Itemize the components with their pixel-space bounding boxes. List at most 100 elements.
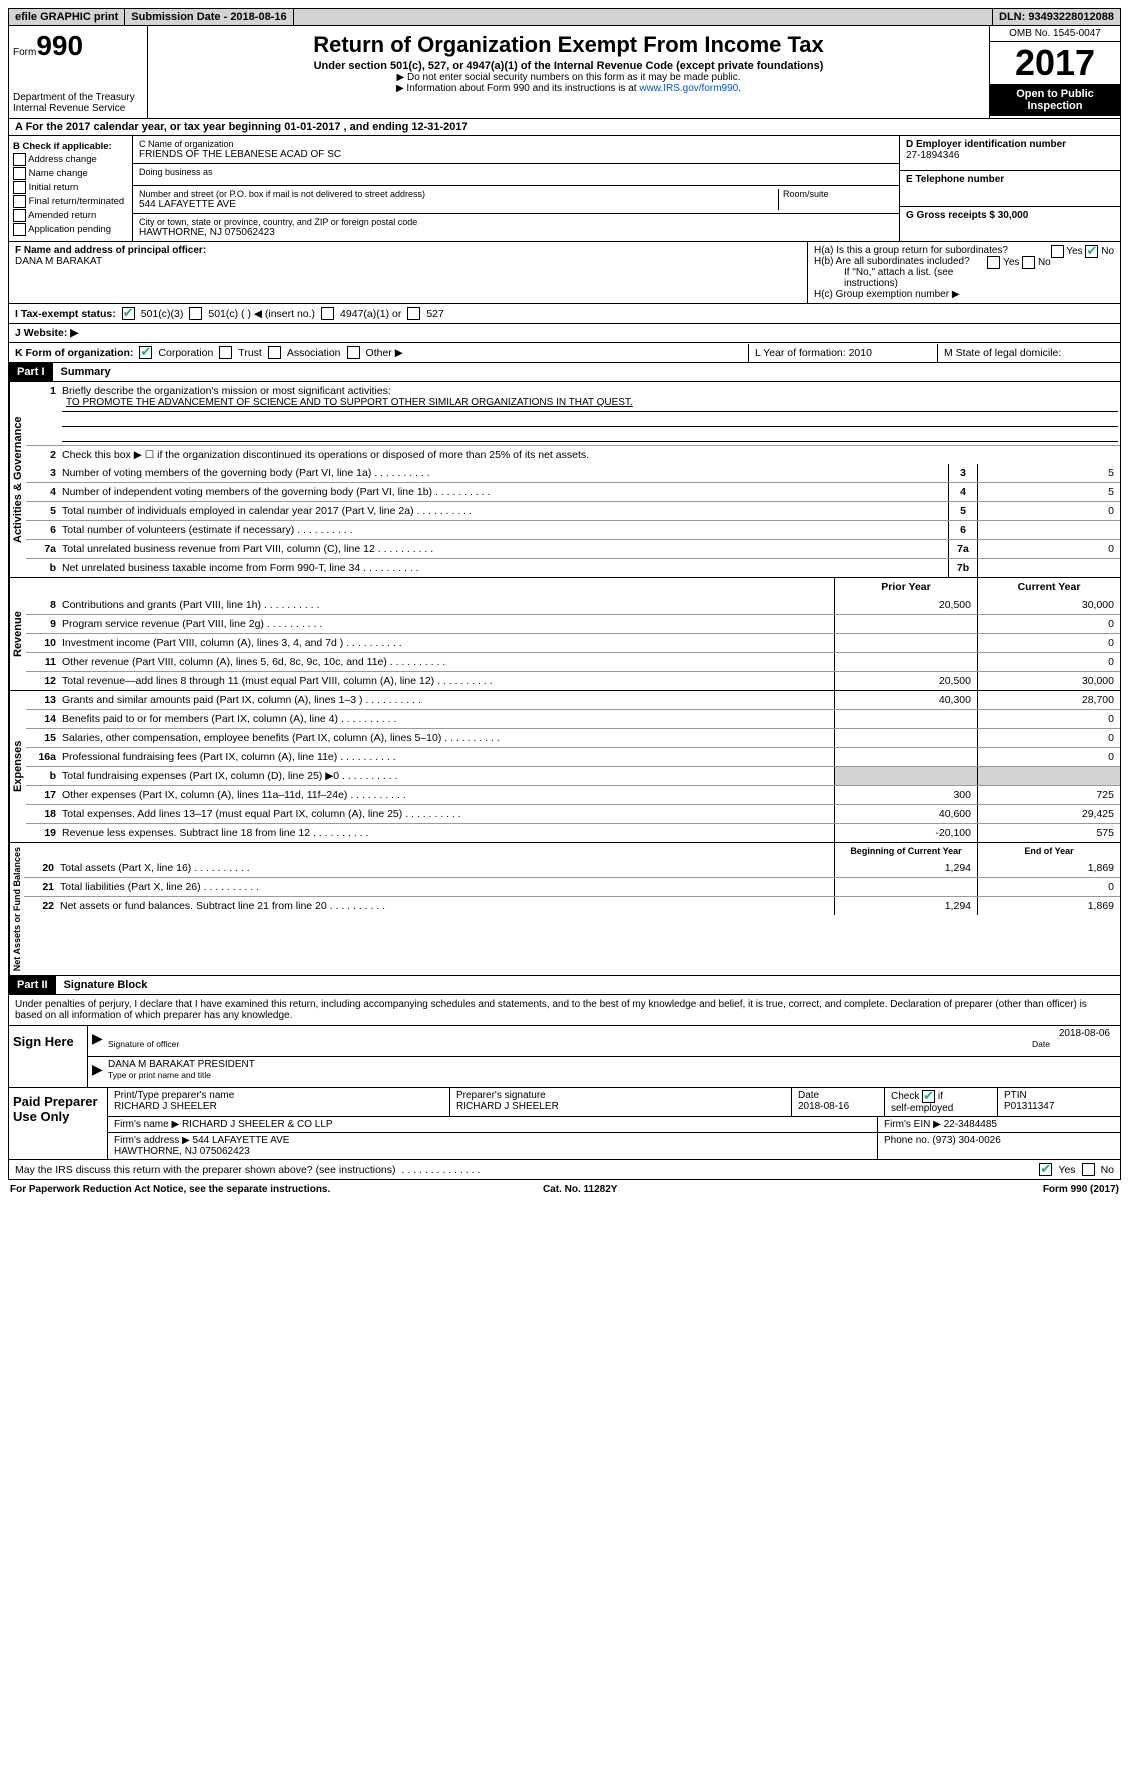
entity-info-grid: B Check if applicable: Address change Na… <box>8 136 1121 242</box>
line-18: 18Total expenses. Add lines 13–17 (must … <box>26 804 1120 823</box>
irs-link[interactable]: www.IRS.gov/form990 <box>639 83 738 94</box>
preparer-sig: RICHARD J SHEELER <box>456 1101 559 1112</box>
officer-label: F Name and address of principal officer: <box>15 245 801 256</box>
form-number: Form990 <box>13 30 143 62</box>
revenue-section: Revenue Prior Year Current Year 8Contrib… <box>8 578 1121 691</box>
city-state-zip: HAWTHORNE, NJ 075062423 <box>139 227 893 238</box>
box-b: B Check if applicable: Address change Na… <box>9 136 133 241</box>
line-11: 11Other revenue (Part VIII, column (A), … <box>26 652 1120 671</box>
line-14: 14Benefits paid to or for members (Part … <box>26 709 1120 728</box>
gov-line-5: 5Total number of individuals employed in… <box>26 501 1120 520</box>
check-501c3[interactable] <box>122 307 135 320</box>
line-20: 20Total assets (Part X, line 16) 1,2941,… <box>24 859 1120 877</box>
gov-line-b: bNet unrelated business taxable income f… <box>26 558 1120 577</box>
paid-label: Paid Preparer Use Only <box>9 1088 107 1159</box>
discuss-row: May the IRS discuss this return with the… <box>9 1159 1120 1179</box>
line-9: 9Program service revenue (Part VIII, lin… <box>26 614 1120 633</box>
row-klm: K Form of organization: Corporation Trus… <box>8 343 1121 363</box>
org-name: FRIENDS OF THE LEBANESE ACAD OF SC <box>139 149 893 160</box>
open-inspection: Open to Public Inspection <box>990 84 1120 116</box>
current-year-head: Current Year <box>977 578 1120 596</box>
line-8: 8Contributions and grants (Part VIII, li… <box>26 596 1120 614</box>
page-footer: For Paperwork Reduction Act Notice, see … <box>8 1180 1121 1199</box>
check-pending[interactable]: Application pending <box>13 223 128 236</box>
check-amended[interactable]: Amended return <box>13 209 128 222</box>
officer-name: DANA M BARAKAT <box>15 256 801 267</box>
line-10: 10Investment income (Part VIII, column (… <box>26 633 1120 652</box>
line-17: 17Other expenses (Part IX, column (A), l… <box>26 785 1120 804</box>
check-527[interactable] <box>407 307 420 320</box>
officer-sig-field[interactable]: ▶ 2018-08-06 Signature of officer Date <box>88 1026 1120 1057</box>
check-initial[interactable]: Initial return <box>13 181 128 194</box>
side-netassets: Net Assets or Fund Balances <box>9 843 24 975</box>
sig-date: 2018-08-06 <box>1059 1028 1110 1039</box>
tax-status-label: I Tax-exempt status: <box>15 308 116 320</box>
box-de: D Employer identification number 27-1894… <box>899 136 1120 241</box>
check-4947[interactable] <box>321 307 334 320</box>
line2: Check this box ▶ ☐ if the organization d… <box>60 446 1120 464</box>
dept-treasury: Department of the Treasury Internal Reve… <box>13 92 143 114</box>
netassets-section: Net Assets or Fund Balances Beginning of… <box>8 843 1121 976</box>
h-c: H(c) Group exemption number ▶ <box>814 289 1114 300</box>
phone-label: E Telephone number <box>906 174 1114 185</box>
dba-label: Doing business as <box>139 167 893 177</box>
signature-block: Under penalties of perjury, I declare th… <box>8 995 1121 1180</box>
side-expenses: Expenses <box>9 691 26 842</box>
gov-line-6: 6Total number of volunteers (estimate if… <box>26 520 1120 539</box>
ein-label: D Employer identification number <box>906 139 1114 150</box>
row-i: I Tax-exempt status: 501(c)(3) 501(c) ( … <box>8 304 1121 324</box>
check-trust[interactable] <box>219 346 232 359</box>
gov-line-7a: 7aTotal unrelated business revenue from … <box>26 539 1120 558</box>
check-name-change[interactable]: Name change <box>13 167 128 180</box>
paid-preparer: Paid Preparer Use Only Print/Type prepar… <box>9 1087 1120 1159</box>
part2-title: Signature Block <box>56 979 148 991</box>
cat-no: Cat. No. 11282Y <box>543 1184 617 1195</box>
part2-header-row: Part II Signature Block <box>8 976 1121 995</box>
paperwork-notice: For Paperwork Reduction Act Notice, see … <box>10 1184 330 1195</box>
preparer-date: 2018-08-16 <box>798 1101 849 1112</box>
line-21: 21Total liabilities (Part X, line 26) 0 <box>24 877 1120 896</box>
part1-title: Summary <box>53 366 111 378</box>
state-domicile: M State of legal domicile: <box>937 344 1120 362</box>
org-name-label: C Name of organization <box>139 139 893 149</box>
submission-date: Submission Date - 2018-08-16 <box>125 9 293 25</box>
gov-line-3: 3Number of voting members of the governi… <box>26 464 1120 482</box>
check-assoc[interactable] <box>268 346 281 359</box>
ein-value: 27-1894346 <box>906 150 1114 161</box>
line-16a: 16aProfessional fundraising fees (Part I… <box>26 747 1120 766</box>
begin-year-head: Beginning of Current Year <box>834 843 977 859</box>
check-501c[interactable] <box>189 307 202 320</box>
check-addr-change[interactable]: Address change <box>13 153 128 166</box>
efile-label[interactable]: efile GRAPHIC print <box>9 9 125 25</box>
expense-section: Expenses 13Grants and similar amounts pa… <box>8 691 1121 843</box>
sign-here: Sign Here <box>9 1026 87 1087</box>
form-header: Form990 Department of the Treasury Inter… <box>8 26 1121 119</box>
check-other[interactable] <box>347 346 360 359</box>
prior-year-head: Prior Year <box>834 578 977 596</box>
line-22: 22Net assets or fund balances. Subtract … <box>24 896 1120 915</box>
check-final[interactable]: Final return/terminated <box>13 195 128 208</box>
omb-number: OMB No. 1545-0047 <box>990 26 1120 42</box>
line-13: 13Grants and similar amounts paid (Part … <box>26 691 1120 709</box>
part2-header: Part II <box>9 976 56 994</box>
check-corp[interactable] <box>139 346 152 359</box>
form-footer: Form 990 (2017) <box>1043 1184 1119 1195</box>
addr-label: Number and street (or P.O. box if mail i… <box>139 189 778 199</box>
line-12: 12Total revenue—add lines 8 through 11 (… <box>26 671 1120 690</box>
officer-name-field: ▶ DANA M BARAKAT PRESIDENT Type or print… <box>88 1057 1120 1087</box>
info-note: ▶ Information about Form 990 and its ins… <box>152 83 985 94</box>
preparer-name: RICHARD J SHEELER <box>114 1101 217 1112</box>
ssn-note: ▶ Do not enter social security numbers o… <box>152 72 985 83</box>
part1-header: Part I <box>9 363 53 381</box>
tax-year: 2017 <box>990 42 1120 84</box>
city-label: City or town, state or province, country… <box>139 217 893 227</box>
top-bar: efile GRAPHIC print Submission Date - 20… <box>8 8 1121 26</box>
side-revenue: Revenue <box>9 578 26 690</box>
firm-name: RICHARD J SHEELER & CO LLP <box>182 1119 333 1130</box>
website-label: J Website: ▶ <box>15 327 78 339</box>
box-b-title: B Check if applicable: <box>13 141 128 152</box>
mission-label: Briefly describe the organization's miss… <box>62 385 1118 397</box>
ptin: P01311347 <box>1004 1101 1054 1112</box>
part1-header-row: Part I Summary <box>8 363 1121 382</box>
firm-ein: Firm's EIN ▶ 22-3484485 <box>878 1117 1120 1132</box>
